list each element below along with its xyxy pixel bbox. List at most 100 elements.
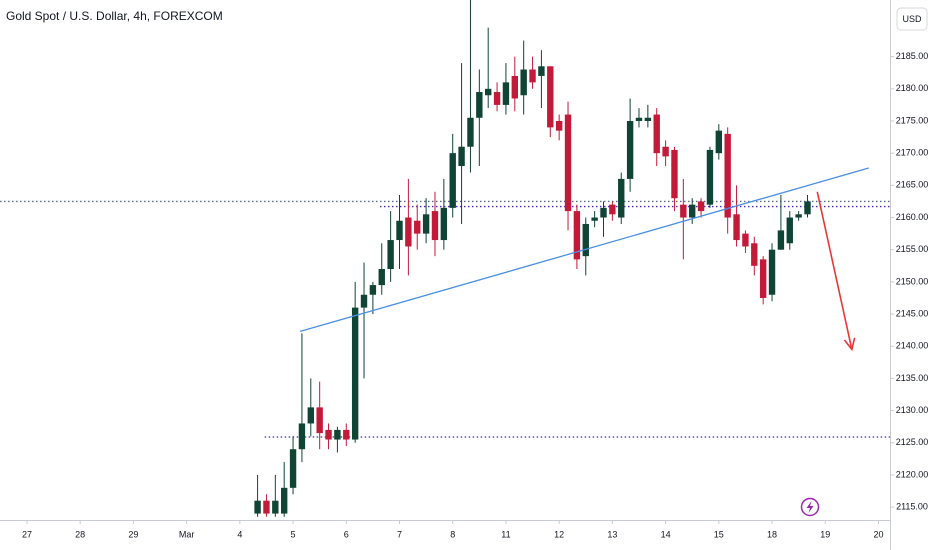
x-tick-label: Mar (179, 529, 195, 539)
candle-body (440, 207, 448, 241)
candle-body (431, 211, 439, 241)
y-tick-label: 2140.00 (896, 341, 929, 351)
y-tick-label: 2170.00 (896, 148, 929, 158)
candle-body (697, 201, 705, 212)
candle-body (573, 211, 581, 260)
y-tick-label: 2155.00 (896, 244, 929, 254)
candle-body (689, 204, 696, 218)
candle-body (378, 269, 385, 286)
x-tick-label: 15 (714, 529, 724, 539)
candle-body (671, 149, 678, 199)
y-tick-label: 2120.00 (896, 469, 929, 479)
candle-body (343, 429, 350, 440)
candle-body (751, 243, 758, 266)
x-tick-label: 6 (344, 529, 349, 539)
candle-body (493, 92, 501, 105)
candle-body (662, 146, 669, 157)
x-tick-label: 28 (75, 529, 85, 539)
candle-body (307, 407, 314, 424)
candle-body (768, 249, 776, 295)
candle-body (476, 92, 483, 118)
candle-body (609, 204, 616, 215)
candle-body (680, 204, 687, 218)
candle-body (795, 214, 802, 218)
candle-body (263, 500, 270, 514)
candle-body (547, 66, 554, 128)
x-tick-label: 11 (501, 529, 510, 539)
candle-body (360, 294, 368, 308)
candle-body (422, 214, 430, 234)
candle-body (742, 233, 749, 247)
arrow-shaft (816, 191, 853, 350)
candle-body (520, 69, 527, 96)
candle-body (635, 117, 643, 121)
candle-body (396, 220, 403, 241)
candle-body (485, 88, 492, 96)
candle-body (733, 214, 740, 241)
candle-body (618, 178, 625, 218)
candle-body (449, 153, 456, 208)
x-tick-label: 29 (128, 529, 138, 539)
x-tick-label: 14 (661, 529, 671, 539)
candle-body (298, 423, 306, 450)
candle-body (555, 120, 563, 131)
candle-body (591, 217, 598, 221)
chart-title: Gold Spot / U.S. Dollar, 4h, FOREXCOM (6, 9, 223, 23)
candle-body (369, 285, 377, 295)
candle-body (316, 407, 323, 434)
candle-body (325, 429, 332, 440)
candle-body (405, 217, 412, 247)
x-tick-label: 13 (607, 529, 617, 539)
x-tick-label: 18 (767, 529, 777, 539)
x-tick-label: 4 (237, 529, 242, 539)
y-tick-label: 2115.00 (896, 502, 928, 512)
candle-body (715, 130, 723, 154)
candle-body (644, 117, 652, 121)
candle-body (706, 149, 714, 205)
candle-body (759, 259, 767, 298)
candle-body (254, 500, 261, 514)
candle-body (467, 117, 474, 147)
candle-body (564, 114, 572, 212)
lightning-icon[interactable] (800, 497, 820, 517)
candle-body (724, 133, 731, 218)
currency-button[interactable] (896, 7, 928, 31)
y-tick-label: 2135.00 (896, 373, 929, 383)
x-tick-label: 12 (554, 529, 564, 539)
arrow-head (843, 337, 856, 352)
trend-line (299, 167, 869, 333)
x-tick-label: 19 (820, 529, 830, 539)
candle-body (502, 82, 510, 105)
x-tick-label: 27 (22, 529, 32, 539)
candle-body (351, 307, 359, 440)
y-tick-label: 2185.00 (896, 51, 929, 61)
currency: USD (902, 14, 922, 24)
y-tick-label: 2165.00 (896, 180, 929, 190)
candle-body (777, 230, 785, 250)
y-tick-label: 2125.00 (896, 437, 929, 447)
x-tick-label: 7 (397, 529, 402, 539)
candle-body (529, 69, 536, 83)
x-tick-label: 20 (873, 529, 883, 539)
candle-body (334, 429, 341, 440)
y-tick-label: 2150.00 (896, 276, 929, 286)
candle-body (804, 201, 811, 215)
candle-body (600, 207, 607, 218)
icon-bolt (806, 501, 814, 513)
x-tick-label: 5 (291, 529, 296, 539)
y-tick-label: 2145.00 (896, 308, 929, 318)
y-tick-label: 2130.00 (896, 405, 929, 415)
candle-body (458, 146, 465, 167)
candle-body (511, 75, 518, 99)
candle-body (653, 114, 660, 154)
candle-body (786, 217, 793, 244)
y-tick-label: 2180.00 (896, 83, 929, 93)
candle-body (538, 66, 545, 76)
candle-body (289, 449, 297, 488)
candle-body (414, 220, 421, 234)
x-tick-label: 8 (450, 529, 455, 539)
candle-body (272, 500, 279, 514)
y-tick-label: 2160.00 (896, 212, 929, 222)
candle-body (582, 223, 589, 257)
